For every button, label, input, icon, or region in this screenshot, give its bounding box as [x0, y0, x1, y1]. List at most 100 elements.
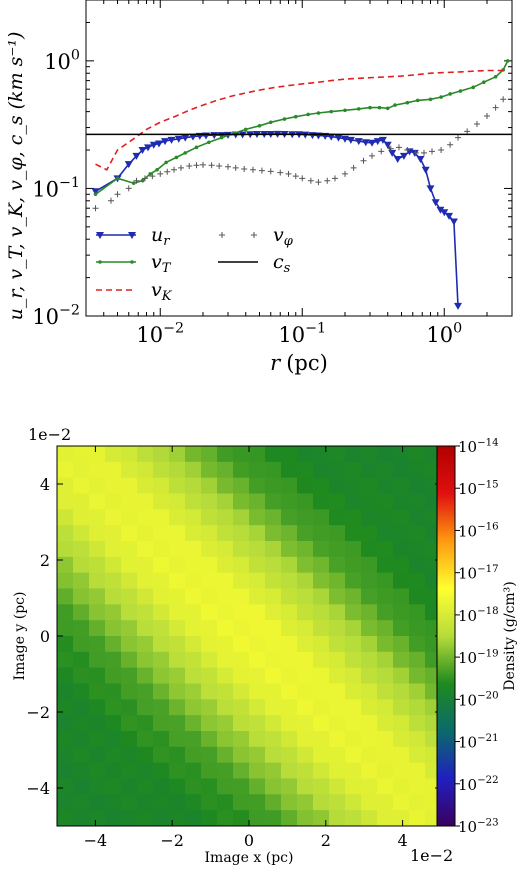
density-cell: [73, 604, 90, 621]
density-cell: [297, 778, 314, 795]
data-point: [429, 148, 436, 155]
density-cell: [377, 461, 394, 479]
density-cell: [361, 731, 378, 748]
data-point: [388, 149, 397, 157]
data-point: [232, 164, 239, 171]
density-cell: [169, 509, 186, 526]
density-cell: [105, 699, 122, 716]
density-cell: [297, 731, 314, 748]
legend-marker: [130, 260, 134, 264]
density-cell: [89, 762, 106, 780]
data-point: [216, 162, 223, 169]
colorbar-tick-label: 10−18: [458, 606, 499, 625]
data-point: [160, 138, 169, 146]
density-cell: [89, 525, 106, 542]
density-cell: [201, 810, 218, 826]
density-cell: [57, 604, 74, 621]
density-cell: [377, 794, 394, 811]
density-cell: [409, 715, 426, 732]
data-point: [505, 59, 510, 63]
density-cell: [345, 509, 362, 526]
density-cell: [73, 636, 90, 653]
density-cell: [297, 541, 314, 558]
x-tick-label-exp: −2: [163, 321, 184, 337]
density-cell: [249, 509, 266, 526]
density-cell: [169, 636, 186, 653]
data-point: [444, 212, 453, 220]
density-cell: [57, 794, 74, 811]
density-cell: [89, 810, 106, 826]
density-x-offset-label: 1e−2: [410, 846, 453, 865]
density-cell: [185, 461, 202, 479]
density-cell: [89, 667, 106, 685]
data-point: [428, 97, 433, 102]
density-cell: [121, 794, 138, 811]
density-cell: [313, 572, 330, 590]
density-cell: [313, 667, 330, 685]
density-cell: [153, 715, 170, 732]
density-cell: [185, 556, 202, 574]
density-cell: [393, 588, 410, 605]
density-cell: [89, 493, 106, 510]
density-cell: [361, 651, 378, 669]
density-cell: [57, 461, 74, 479]
density-cell: [361, 556, 378, 574]
density-cell: [217, 525, 234, 542]
density-cell: [137, 477, 154, 495]
density-cell: [377, 636, 394, 653]
colorbar-tick-label-base: 10: [458, 480, 477, 498]
density-cell: [217, 651, 234, 669]
data-point: [350, 164, 357, 171]
density-cell: [169, 667, 186, 685]
density-cell: [393, 699, 410, 716]
density-cell: [89, 461, 106, 479]
density-cell: [153, 746, 170, 764]
density-cell: [249, 762, 266, 780]
density-cell: [201, 588, 218, 605]
y-tick-label: −4: [26, 779, 50, 798]
density-cell: [281, 556, 298, 574]
x-tick-label: 100: [426, 321, 462, 347]
colorbar-tick-label-base: 10: [458, 818, 477, 836]
density-cell: [265, 715, 282, 732]
data-point: [293, 114, 298, 119]
density-cell: [329, 810, 346, 826]
density-cell: [153, 461, 170, 479]
density-cell: [105, 525, 122, 542]
data-point: [412, 149, 419, 156]
density-cell: [105, 620, 122, 637]
density-cell: [201, 477, 218, 495]
density-cell: [409, 556, 426, 574]
colorbar-tick-label-exp: −21: [477, 733, 499, 744]
density-cell: [313, 778, 330, 795]
density-cell: [57, 620, 74, 637]
density-cell: [361, 636, 378, 653]
density-cell: [393, 493, 410, 510]
density-cell: [201, 620, 218, 637]
density-cell: [313, 446, 330, 463]
density-cell: [297, 715, 314, 732]
colorbar-tick-label: 10−15: [458, 479, 499, 498]
legend-label-main: c: [273, 251, 284, 273]
density-cell: [313, 651, 330, 669]
density-cell: [361, 715, 378, 732]
density-cell: [105, 715, 122, 732]
density-cell: [393, 636, 410, 653]
y-tick-label: 2: [40, 551, 50, 570]
density-cell: [137, 620, 154, 637]
density-cell: [121, 636, 138, 653]
colorbar-tick-label-exp: −14: [477, 437, 499, 448]
density-cell: [137, 667, 154, 685]
density-cell: [169, 446, 186, 463]
density-cell: [409, 762, 426, 780]
density-cell: [89, 636, 106, 653]
density-colorbar-ticks: 10−1410−1510−1610−1710−1810−1910−2010−21…: [455, 437, 499, 836]
legend-label-sub: s: [284, 261, 291, 276]
legend-label: ur: [151, 224, 170, 249]
velocity-y-axis-label: u_r, v_T, v_K, v_φ, c_s (km s⁻¹): [5, 32, 27, 321]
density-cell: [313, 620, 330, 637]
density-cell: [329, 525, 346, 542]
density-cell: [329, 762, 346, 780]
density-cell: [233, 667, 250, 685]
